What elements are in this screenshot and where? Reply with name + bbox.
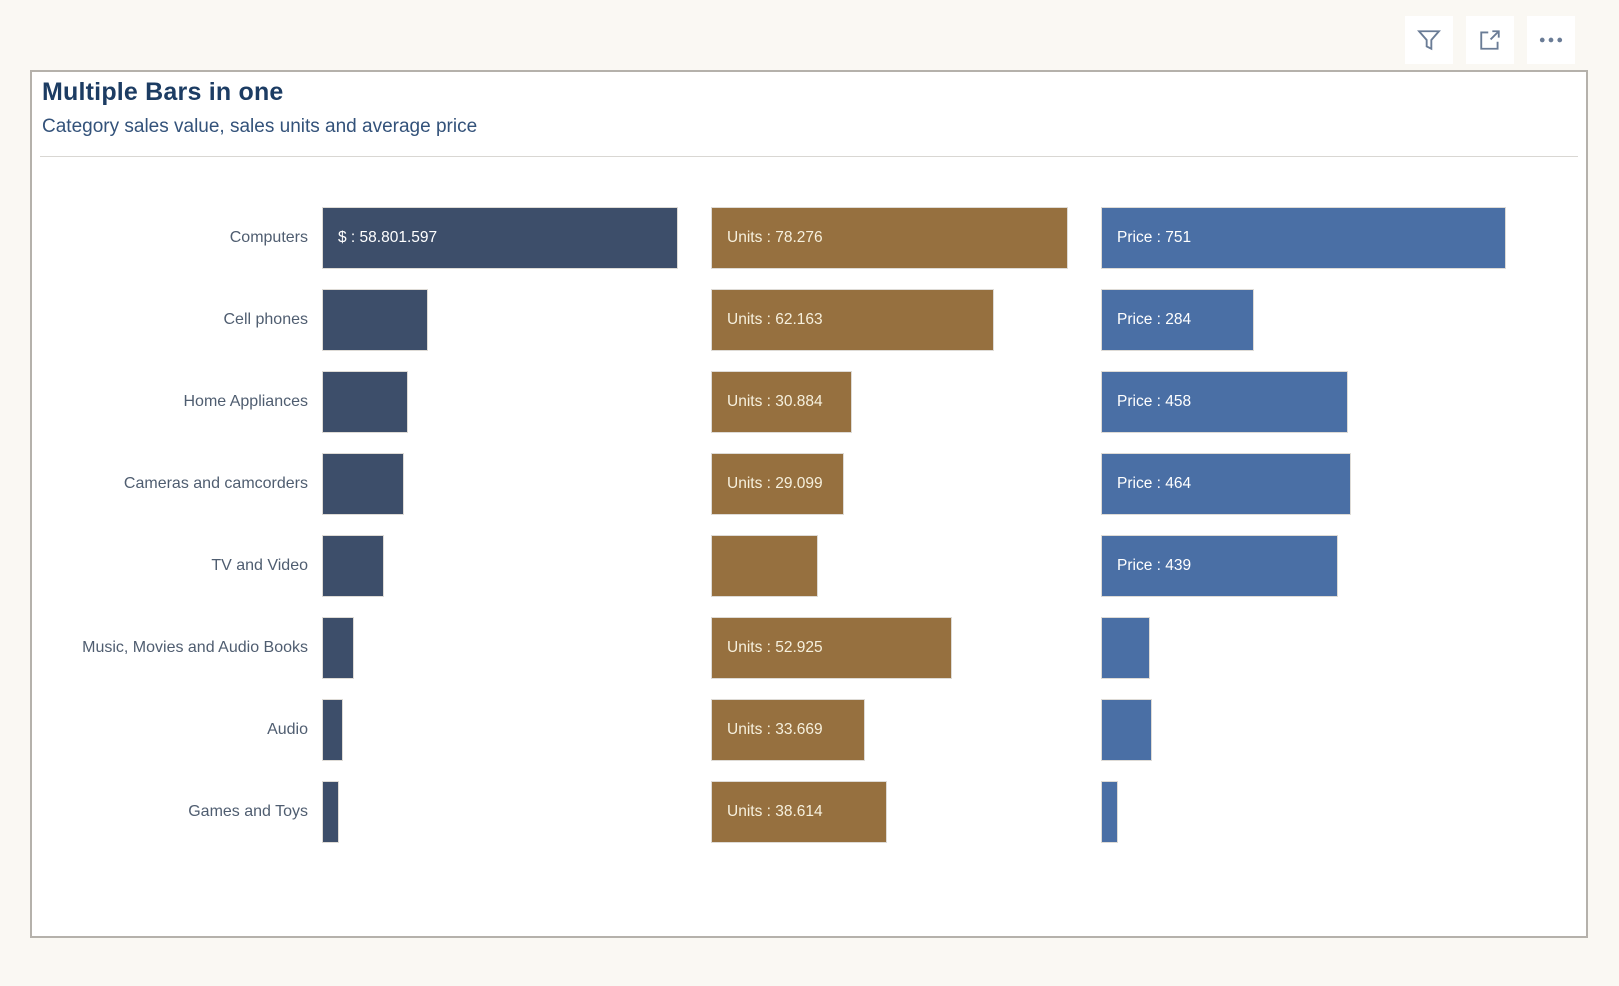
- bar-value-label: Units : 33.669: [727, 721, 823, 738]
- bar-value-label: Price : 284: [1117, 311, 1192, 328]
- chart-row-music-movies-audio-books: Music, Movies and Audio Books Units : 52…: [32, 617, 1586, 679]
- category-label: Cameras and camcorders: [123, 475, 308, 493]
- price-bar[interactable]: Price : 439: [1101, 535, 1338, 597]
- units-bar[interactable]: Units : 38.614: [711, 781, 887, 843]
- bar-value-label: Price : 439: [1117, 557, 1192, 574]
- bar-value-label: Units : 38.614: [727, 803, 823, 820]
- units-bar[interactable]: Units : 30.884: [711, 371, 852, 433]
- visual-card: Multiple Bars in one Category sales valu…: [30, 70, 1588, 938]
- more-options-button[interactable]: [1527, 16, 1575, 64]
- chart-row-audio: Audio Units : 33.669: [32, 699, 1586, 761]
- bar-value-label: $ : 58.801.597: [338, 229, 438, 246]
- category-label: Computers: [229, 229, 308, 247]
- filter-icon: [1415, 26, 1443, 54]
- units-bar[interactable]: [711, 535, 819, 597]
- price-bar[interactable]: Price : 464: [1101, 453, 1352, 515]
- sales-bar[interactable]: [322, 617, 355, 679]
- bar-value-label: Units : 62.163: [727, 311, 823, 328]
- bar-value-label: Units : 52.925: [727, 639, 823, 656]
- chart-row-cell-phones: Cell phones Units : 62.163 Price : 284: [32, 289, 1586, 351]
- category-label: Games and Toys: [188, 803, 308, 821]
- bar-value-label: Price : 464: [1117, 475, 1192, 492]
- units-bar[interactable]: Units : 33.669: [711, 699, 865, 761]
- chart-row-home-appliances: Home Appliances Units : 30.884 Price : 4…: [32, 371, 1586, 433]
- sales-bar[interactable]: [322, 289, 429, 351]
- sales-bar[interactable]: [322, 371, 409, 433]
- sales-bar[interactable]: [322, 781, 339, 843]
- visual-header-toolbar: [1405, 16, 1575, 64]
- category-label: Music, Movies and Audio Books: [82, 639, 308, 657]
- price-bar[interactable]: Price : 458: [1101, 371, 1349, 433]
- title-divider: [40, 156, 1578, 157]
- price-bar[interactable]: [1101, 617, 1150, 679]
- price-bar[interactable]: Price : 284: [1101, 289, 1255, 351]
- chart-row-cameras: Cameras and camcorders Units : 29.099 Pr…: [32, 453, 1586, 515]
- bar-value-label: Price : 458: [1117, 393, 1192, 410]
- chart-row-tv-and-video: TV and Video Price : 439: [32, 535, 1586, 597]
- focus-mode-icon: [1476, 26, 1504, 54]
- price-bar[interactable]: [1101, 781, 1118, 843]
- units-bar[interactable]: Units : 78.276: [711, 207, 1068, 269]
- category-label: Cell phones: [223, 311, 309, 329]
- visual-subtitle: Category sales value, sales units and av…: [42, 116, 478, 137]
- chart-row-games-and-toys: Games and Toys Units : 38.614: [32, 781, 1586, 843]
- bar-value-label: Price : 751: [1117, 229, 1192, 246]
- category-label: Home Appliances: [183, 393, 308, 411]
- bar-value-label: Units : 30.884: [727, 393, 823, 410]
- focus-mode-button[interactable]: [1466, 16, 1514, 64]
- units-bar[interactable]: Units : 29.099: [711, 453, 844, 515]
- multi-bar-chart: Computers $ : 58.801.597 Units : 78.276 …: [32, 207, 1586, 863]
- more-options-icon: [1536, 25, 1566, 55]
- units-bar[interactable]: Units : 62.163: [711, 289, 995, 351]
- sales-bar[interactable]: $ : 58.801.597: [322, 207, 678, 269]
- sales-bar[interactable]: [322, 453, 404, 515]
- filter-button[interactable]: [1405, 16, 1453, 64]
- bar-value-label: Units : 78.276: [727, 229, 823, 246]
- sales-bar[interactable]: [322, 535, 384, 597]
- visual-title: Multiple Bars in one: [42, 78, 284, 106]
- price-bar[interactable]: Price : 751: [1101, 207, 1506, 269]
- chart-row-computers: Computers $ : 58.801.597 Units : 78.276 …: [32, 207, 1586, 269]
- units-bar[interactable]: Units : 52.925: [711, 617, 953, 679]
- category-label: TV and Video: [211, 557, 308, 575]
- price-bar[interactable]: [1101, 699, 1153, 761]
- category-label: Audio: [267, 721, 308, 739]
- bar-value-label: Units : 29.099: [727, 475, 823, 492]
- sales-bar[interactable]: [322, 699, 343, 761]
